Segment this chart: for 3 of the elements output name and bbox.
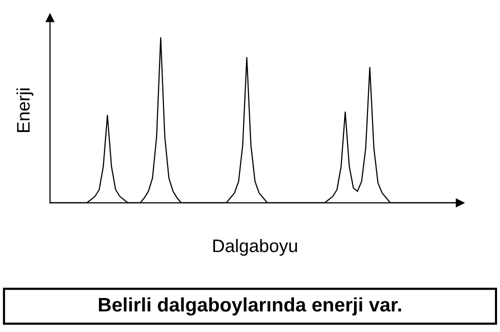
y-axis-title: Enerji (16, 88, 34, 132)
text: Belirli dalgaboylarında enerji var. (98, 297, 402, 316)
x-axis-title: Dalgaboyu (213, 238, 297, 256)
